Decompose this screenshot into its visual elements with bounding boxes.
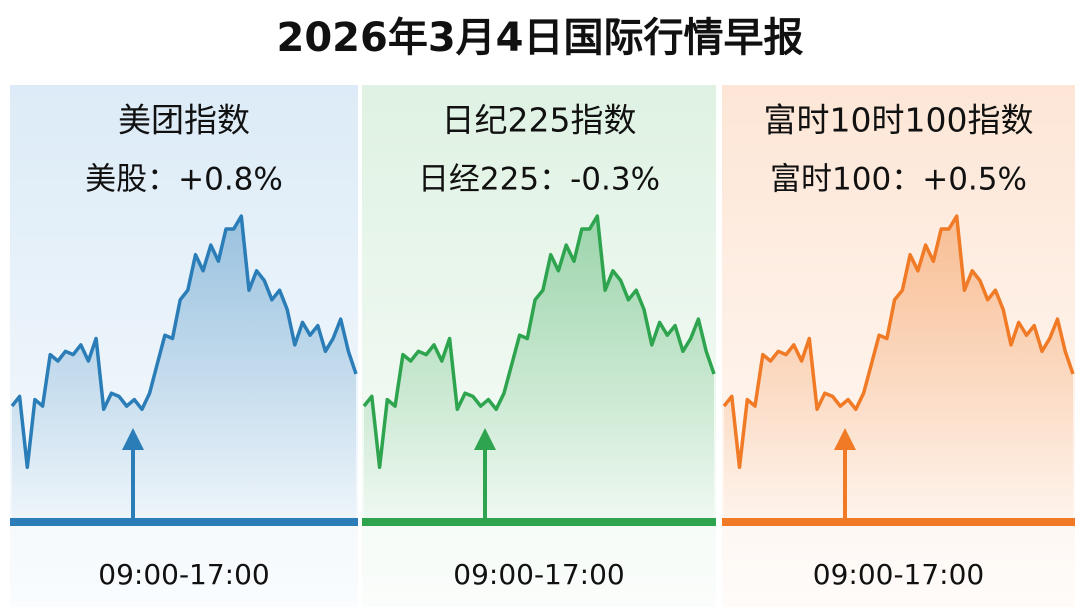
panel-subtitle: 美股：+0.8%	[85, 162, 283, 198]
main-title: 2026年3月4日国际行情早报	[277, 15, 804, 61]
panel-title: 日纪225指数	[442, 101, 637, 140]
time-range: 09:00-17:00	[813, 558, 985, 591]
time-range: 09:00-17:00	[98, 558, 270, 591]
arrow-head	[122, 428, 144, 450]
panel-subtitle: 日经225：-0.3%	[418, 162, 660, 198]
area	[364, 216, 714, 522]
area	[724, 216, 1073, 522]
time-range: 09:00-17:00	[453, 558, 625, 591]
line	[362, 214, 716, 470]
panel-title: 美团指数	[118, 101, 250, 140]
panel-title: 富时10时100指数	[764, 101, 1034, 140]
baseline-bar	[362, 518, 716, 526]
arrow-head	[834, 428, 856, 450]
line	[10, 214, 358, 470]
line	[722, 214, 1075, 470]
baseline-bar	[722, 518, 1075, 526]
area	[12, 216, 356, 522]
arrow-head	[474, 428, 496, 450]
panel-subtitle: 富时100：+0.5%	[770, 162, 1027, 198]
baseline-bar	[10, 518, 358, 526]
